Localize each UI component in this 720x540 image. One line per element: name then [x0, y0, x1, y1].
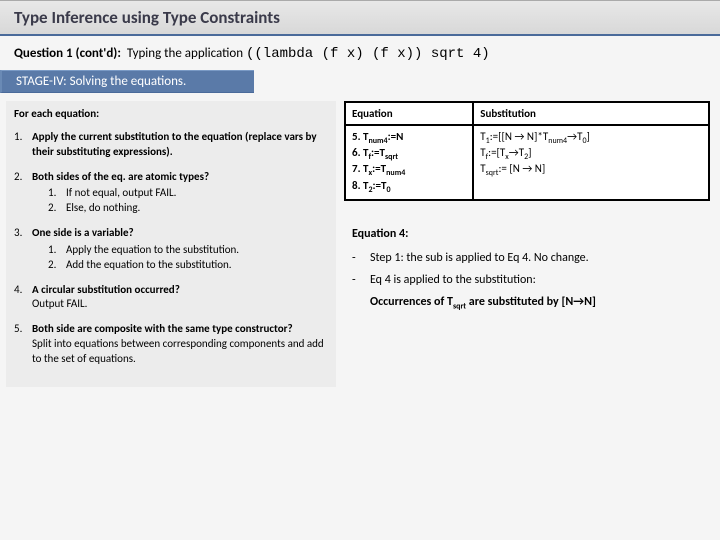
main-content: For each equation: 1.Apply the current s… — [0, 93, 720, 397]
substep-text: Apply the equation to the substitution. — [66, 243, 239, 258]
substep-item: 1.If not equal, output FAIL. — [48, 186, 328, 201]
eq4-line-1: - Step 1: the sub is applied to Eq 4. No… — [352, 251, 710, 265]
step-item: 2.Both sides of the eq. are atomic types… — [14, 170, 328, 217]
col-equation: Equation — [345, 102, 473, 125]
substep-item: 2.Else, do nothing. — [48, 201, 328, 216]
question-line: Question 1 (cont'd): Typing the applicat… — [0, 36, 720, 70]
right-panel: Equation Substitution 5. Tnum4:=N6. Tf:=… — [344, 101, 710, 387]
eq4-result: Occurrences of Tsqrt are substituted by … — [352, 295, 710, 311]
substep-number: 1. — [48, 243, 66, 258]
substep-text: Else, do nothing. — [66, 201, 140, 216]
step-number: 5. — [14, 322, 32, 367]
equation4-section: Equation 4: - Step 1: the sub is applied… — [344, 227, 710, 311]
step-text: A circular substitution occurred?Output … — [32, 283, 328, 313]
equation-table: Equation Substitution 5. Tnum4:=N6. Tf:=… — [344, 101, 710, 201]
question-code: ((lambda (f x) (f x)) sqrt 4) — [246, 46, 490, 62]
step-text: Both side are composite with the same ty… — [32, 322, 328, 367]
step-body: A circular substitution occurred?Output … — [32, 283, 328, 313]
substeps: 1.Apply the equation to the substitution… — [32, 243, 328, 273]
col-substitution: Substitution — [473, 102, 709, 125]
substep-number: 1. — [48, 186, 66, 201]
algorithm-panel: For each equation: 1.Apply the current s… — [6, 101, 336, 387]
equation-cell: 5. Tnum4:=N6. Tf:=Tsqrt7. Tx:=Tnum48. T2… — [345, 125, 473, 200]
steps-list: 1.Apply the current substitution to the … — [14, 130, 328, 367]
step-item: 4.A circular substitution occurred?Outpu… — [14, 283, 328, 313]
step-body: Both sides of the eq. are atomic types?1… — [32, 170, 328, 217]
step-item: 5.Both side are composite with the same … — [14, 322, 328, 367]
step-text: One side is a variable? — [32, 226, 328, 241]
eq4-line-2: - Eq 4 is applied to the substitution: — [352, 273, 710, 287]
step-body: One side is a variable? 1.Apply the equat… — [32, 226, 328, 273]
step-body: Apply the current substitution to the eq… — [32, 130, 328, 160]
eq4-text-1: Step 1: the sub is applied to Eq 4. No c… — [370, 251, 589, 265]
stage-label: STAGE-IV: Solving the equations. — [0, 70, 254, 93]
substitution-cell: T1:=[[N → N]*Tnum4→T0]Tf:=[Tx→T2]Tsqrt:=… — [473, 125, 709, 200]
substep-item: 1.Apply the equation to the substitution… — [48, 243, 328, 258]
step-number: 4. — [14, 283, 32, 313]
step-item: 1.Apply the current substitution to the … — [14, 130, 328, 160]
eq4-text-2: Eq 4 is applied to the substitution: — [370, 273, 536, 287]
step-item: 3.One side is a variable? 1.Apply the equ… — [14, 226, 328, 273]
substep-text: Add the equation to the substitution. — [66, 258, 232, 273]
step-text: Both sides of the eq. are atomic types? — [32, 170, 328, 185]
step-number: 1. — [14, 130, 32, 160]
step-text: Apply the current substitution to the eq… — [32, 130, 328, 160]
dash-icon: - — [352, 273, 370, 287]
page-title: Type Inference using Type Constraints — [0, 0, 720, 36]
equation4-header: Equation 4: — [352, 227, 710, 241]
step-body: Both side are composite with the same ty… — [32, 322, 328, 367]
substep-number: 2. — [48, 201, 66, 216]
substeps: 1.If not equal, output FAIL.2.Else, do n… — [32, 186, 328, 216]
step-number: 3. — [14, 226, 32, 273]
substep-number: 2. — [48, 258, 66, 273]
question-label: Question 1 (cont'd): — [14, 46, 121, 61]
dash-icon: - — [352, 251, 370, 265]
question-prefix: Typing the application — [127, 46, 243, 61]
substep-text: If not equal, output FAIL. — [66, 186, 176, 201]
algorithm-header: For each equation: — [14, 107, 328, 122]
step-number: 2. — [14, 170, 32, 217]
substep-item: 2.Add the equation to the substitution. — [48, 258, 328, 273]
